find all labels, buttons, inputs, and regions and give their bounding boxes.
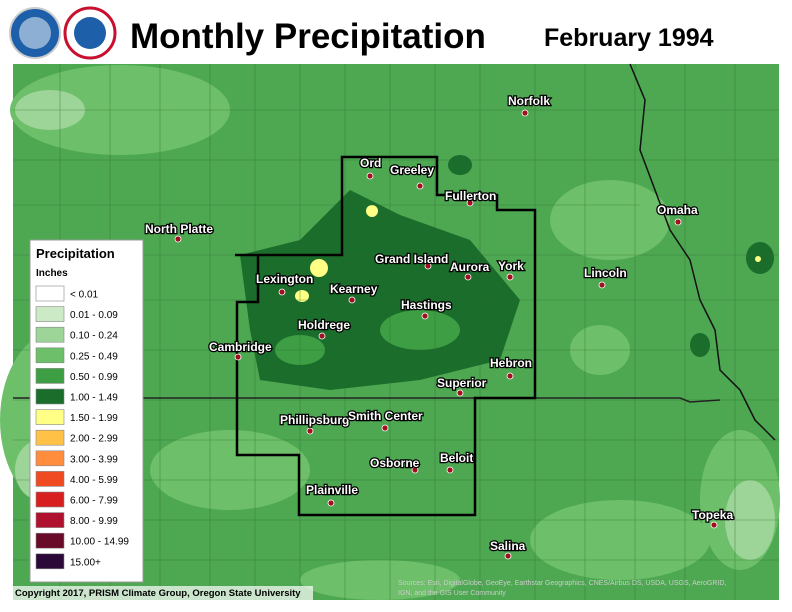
city-label: Plainville [306,483,358,497]
city-label: Superior [437,376,487,390]
legend-swatch [35,388,65,405]
city-dot [504,552,512,560]
legend-swatch [35,347,65,364]
city-dot [318,332,326,340]
city-dot [366,172,374,180]
city-label: Phillipsburg [280,413,349,427]
legend-label: 0.01 - 0.09 [70,310,118,321]
legend-swatch [35,306,65,322]
city-dot [521,109,529,117]
legend-items: < 0.01 0.01 - 0.09 0.10 - 0.24 0.25 - 0.49 0… [35,285,129,570]
city-dot [466,199,474,207]
legend-label: 0.50 - 0.99 [70,372,118,383]
city-dot [456,389,464,397]
legend-swatch [35,326,65,343]
legend-label: 1.00 - 1.49 [70,393,118,404]
city-dot [424,262,432,270]
city-dot [174,235,182,243]
title: Monthly Precipitation [130,17,486,56]
legend-label: 0.25 - 0.49 [70,351,118,362]
legend-label: < 0.01 [70,290,99,301]
city-label: Salina [490,539,526,553]
legend-swatch [35,553,65,570]
city-label: York [498,259,524,273]
copyright: Copyright 2017, PRISM Climate Group, Ore… [15,588,301,599]
legend: Precipitation Inches < 0.01 0.01 - 0.09 0.… [29,239,144,583]
city-dot [411,466,419,474]
city-label: Lexington [256,272,313,286]
city-dot [348,296,356,304]
legend-swatch [35,471,65,487]
city-dot [598,281,606,289]
city-label: North Platte [145,222,213,236]
legend-label: 0.10 - 0.24 [70,331,118,342]
city-dot [327,499,335,507]
legend-swatch [35,429,65,446]
city-label: Grand Island [375,252,448,266]
city-label: Greeley [390,163,434,177]
city-label: Aurora [450,260,490,274]
copyright-bg [13,586,313,600]
city-label: Beloit [440,451,473,465]
city-dot [446,466,454,474]
city-dot [506,273,514,281]
city-label: Cambridge [209,340,272,354]
legend-label: 6.00 - 7.99 [70,496,118,507]
legend-label: 8.00 - 9.99 [70,516,118,527]
city-dot [674,218,682,226]
city-label: Smith Center [348,409,423,423]
city-dot [416,182,424,190]
legend-swatch [35,368,65,384]
city-dot [278,288,286,296]
city-label: Osborne [370,456,420,470]
legend-label: 4.00 - 5.99 [70,475,118,486]
legend-label: 2.00 - 2.99 [70,434,118,445]
legend-swatch [35,491,65,508]
city-label: Norfolk [508,94,550,108]
city-dot [710,521,718,529]
source: Sources: Esri, DigitalGlobe, GeoEye, Ear… [398,580,726,587]
city-dot [421,312,429,320]
city-label: Lincoln [584,266,627,280]
date: February 1994 [544,24,714,52]
legend-swatch [35,512,65,528]
legend-title: Precipitation [36,246,115,261]
city-dot [506,372,514,380]
legend-units: Inches [36,268,68,279]
city-dot [234,353,242,361]
legend-label: 10.00 - 14.99 [70,537,129,548]
city-dot [381,424,389,432]
legend-label: 3.00 - 3.99 [70,454,118,465]
city-dot [464,273,472,281]
source: IGN, and the GIS User Community [398,590,506,597]
city-label: Hebron [490,356,532,370]
city-label: Topeka [692,508,733,522]
city-label: Hastings [401,298,452,312]
logos [9,6,117,60]
legend-label: 1.50 - 1.99 [70,413,118,424]
legend-swatch [35,532,65,549]
city-label: Ord [360,156,381,170]
city-dot [306,427,314,435]
city-label: Holdrege [298,318,350,332]
city-label: Omaha [657,203,698,217]
legend-swatch [35,285,65,302]
legend-swatch [35,409,65,425]
legend-swatch [35,450,65,467]
legend-label: 15.00+ [70,557,101,568]
cities: Ord Greeley Norfolk Fullerton Omaha North Pla… [144,93,735,560]
city-label: Kearney [330,282,378,296]
city-label: Fullerton [445,189,496,203]
